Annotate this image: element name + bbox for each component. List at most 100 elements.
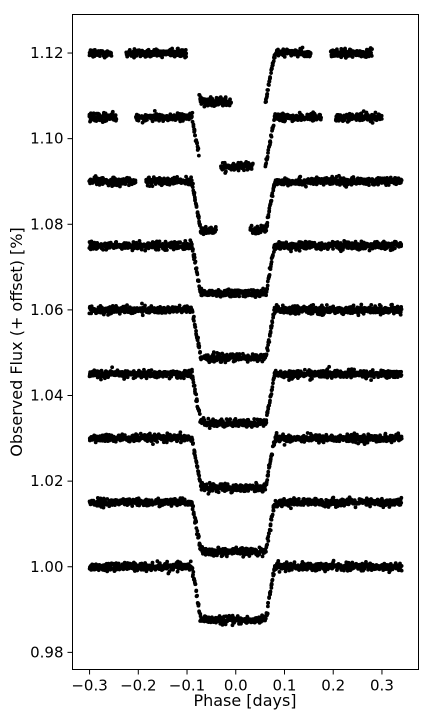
data-point: [310, 376, 314, 381]
data-point: [195, 270, 199, 275]
data-point: [399, 563, 404, 568]
data-point: [283, 569, 288, 574]
data-point: [266, 469, 271, 474]
data-point: [194, 518, 198, 523]
data-point: [190, 437, 195, 442]
data-point: [277, 569, 282, 574]
data-point: [289, 506, 293, 511]
data-point: [196, 278, 201, 283]
data-point: [191, 441, 195, 445]
data-point: [105, 569, 110, 574]
data-point: [399, 304, 404, 309]
data-point: [197, 412, 202, 416]
data-point: [269, 517, 274, 522]
data-point: [387, 505, 392, 509]
data-point: [238, 489, 243, 493]
data-point: [107, 504, 112, 509]
data-point: [269, 325, 274, 330]
data-point: [190, 369, 194, 374]
series-5: [87, 238, 404, 300]
data-point: [204, 482, 209, 487]
data-point: [155, 440, 160, 444]
data-point: [260, 554, 265, 559]
data-point: [110, 365, 115, 370]
data-point: [143, 303, 147, 308]
data-point: [225, 482, 230, 487]
series-2: [87, 430, 404, 496]
data-point: [188, 559, 193, 564]
data-point: [191, 377, 195, 382]
data-point: [266, 338, 271, 342]
data-point: [149, 368, 154, 373]
data-point: [194, 460, 199, 465]
data-point: [197, 345, 201, 350]
data-point: [268, 592, 272, 597]
data-point: [270, 385, 275, 389]
data-point: [369, 302, 374, 307]
data-point: [252, 417, 257, 421]
data-point: [266, 406, 271, 411]
data-point: [331, 558, 336, 563]
data-point: [194, 266, 199, 271]
data-point: [233, 416, 238, 421]
data-point: [399, 373, 404, 377]
data-point: [216, 490, 221, 495]
series-4: [87, 301, 404, 365]
data-point: [101, 505, 106, 510]
data-point: [265, 348, 270, 353]
data-point: [191, 247, 195, 252]
series-1: [87, 495, 404, 559]
data-point: [192, 314, 196, 319]
data-point: [296, 497, 301, 501]
data-point: [270, 452, 275, 457]
data-point: [140, 313, 145, 318]
data-point: [264, 549, 268, 554]
data-point: [147, 431, 152, 436]
data-point: [271, 381, 275, 386]
data-point: [177, 303, 182, 308]
data-point: [193, 260, 197, 265]
data-point: [266, 472, 271, 477]
data-point: [268, 457, 273, 461]
data-point: [181, 376, 186, 381]
data-point: [192, 383, 197, 388]
data-point: [193, 387, 197, 392]
data-point: [263, 616, 268, 621]
data-point: [192, 255, 197, 260]
data-point: [247, 554, 252, 558]
data-point: [351, 303, 356, 308]
data-point: [276, 558, 281, 563]
data-point: [195, 528, 200, 533]
data-point: [370, 368, 375, 372]
data-point: [197, 473, 202, 478]
data-point: [195, 593, 199, 598]
data-point: [267, 333, 272, 338]
data-point: [267, 596, 272, 600]
data-point: [272, 572, 276, 577]
data-point: [368, 504, 372, 509]
data-point: [266, 539, 271, 543]
data-point: [266, 531, 271, 536]
data-point: [196, 602, 201, 607]
data-point: [268, 522, 273, 527]
data-point: [269, 582, 274, 587]
data-point: [270, 514, 274, 519]
data-point: [359, 302, 364, 307]
data-point: [198, 350, 202, 355]
data-point: [399, 568, 404, 573]
data-point: [266, 600, 270, 605]
data-point: [165, 559, 170, 564]
data-point: [175, 569, 180, 574]
data-point: [265, 604, 270, 609]
data-point: [196, 335, 200, 340]
data-point: [165, 248, 169, 252]
data-point: [142, 367, 146, 372]
data-point: [267, 400, 272, 405]
data-point: [270, 578, 275, 583]
data-point: [93, 440, 98, 445]
data-point: [211, 350, 216, 354]
data-point: [191, 504, 196, 508]
data-point: [192, 450, 197, 455]
data-point: [156, 496, 161, 501]
